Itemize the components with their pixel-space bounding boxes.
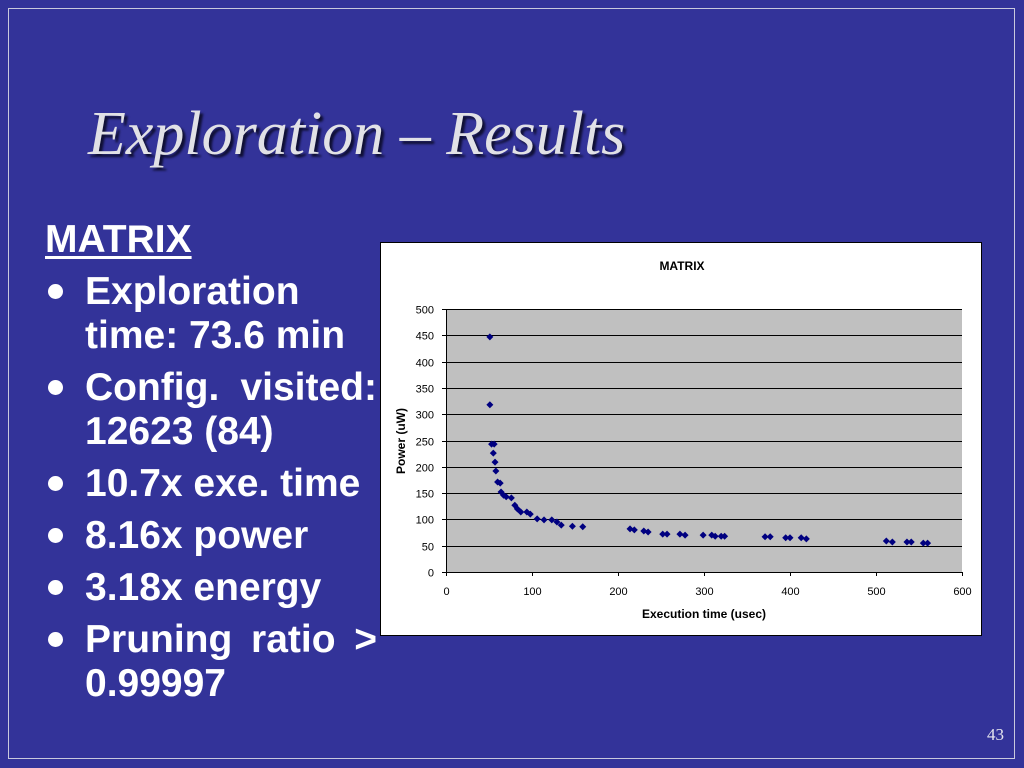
data-point [721, 532, 729, 540]
data-point [492, 467, 500, 475]
data-point [557, 521, 565, 529]
data-point [711, 532, 719, 540]
data-point [882, 537, 890, 545]
data-point [486, 401, 494, 409]
data-series [486, 333, 932, 547]
chart: MATRIX 0 50 100 150 200 250 300 350 400 450 500 0 1… [380, 242, 982, 636]
bullet-text: 3.18x energy [85, 566, 322, 609]
data-point [526, 510, 534, 518]
y-tick-label: 0 [428, 568, 434, 580]
bullet-list: Exploration time: 73.6 min Config. visit… [45, 270, 377, 706]
x-tick-label: 400 [781, 586, 799, 598]
data-point [681, 531, 689, 539]
x-axis-ticks: 0 100 200 300 400 500 600 [443, 572, 972, 598]
x-tick-label: 0 [443, 586, 449, 598]
bullet-text: Pruning ratio > 0.99997 [85, 618, 377, 705]
data-point [540, 516, 548, 524]
data-point [903, 538, 911, 546]
bullet-item: Exploration time: 73.6 min [48, 270, 377, 358]
slide-frame [8, 8, 1015, 759]
data-point [663, 530, 671, 538]
y-tick-label: 350 [416, 384, 434, 396]
data-point [797, 534, 805, 542]
bullet-icon [48, 632, 63, 647]
data-point [548, 516, 556, 524]
bullet-item: 3.18x energy [48, 566, 377, 610]
bullet-item: 8.16x power [48, 514, 377, 558]
bullet-icon [48, 580, 63, 595]
data-point [489, 449, 497, 457]
x-tick-label: 300 [695, 586, 713, 598]
y-tick-label: 200 [416, 463, 434, 475]
data-point [802, 535, 810, 543]
data-point [533, 515, 541, 523]
y-tick-label: 100 [416, 515, 434, 527]
bullet-text: Exploration time: 73.6 min [85, 270, 346, 357]
data-point [626, 525, 634, 533]
left-text-panel: MATRIX Exploration time: 73.6 min Config… [45, 218, 377, 714]
data-point [568, 522, 576, 530]
x-tick-label: 600 [953, 586, 971, 598]
slide-number: 43 [987, 725, 1004, 744]
data-point [676, 530, 684, 538]
bullet-icon [48, 528, 63, 543]
bullet-item: Pruning ratio > 0.99997 [48, 618, 377, 706]
data-point [579, 523, 587, 531]
y-axis-title: Power (uW) [394, 408, 408, 474]
data-point [502, 493, 510, 501]
data-point [919, 539, 927, 547]
slide-title: Exploration – Results [88, 100, 626, 168]
y-axis-ticks: 0 50 100 150 200 250 300 350 400 450 500 [416, 305, 446, 580]
data-point [782, 534, 790, 542]
bullet-text: Config. visited: 12623 (84) [85, 366, 377, 453]
chart-title: MATRIX [659, 259, 704, 273]
bullet-icon [48, 476, 63, 491]
chart-canvas: MATRIX 0 50 100 150 200 250 300 350 400 450 500 0 1… [380, 242, 982, 636]
gridlines [446, 309, 962, 547]
data-point [486, 333, 494, 341]
data-point [699, 531, 707, 539]
data-point [786, 534, 794, 542]
x-tick-label: 500 [867, 586, 885, 598]
data-point [924, 539, 932, 547]
y-tick-label: 50 [422, 542, 434, 554]
data-point [766, 533, 774, 541]
data-point [517, 508, 525, 516]
y-tick-label: 300 [416, 410, 434, 422]
bullet-icon [48, 380, 63, 395]
x-axis-title: Execution time (usec) [642, 607, 766, 621]
data-point [491, 458, 499, 466]
data-point [553, 518, 561, 526]
data-point [888, 538, 896, 546]
x-tick-label: 200 [609, 586, 627, 598]
section-heading: MATRIX [45, 218, 192, 261]
data-point [644, 528, 652, 536]
bullet-text: 10.7x exe. time [85, 462, 361, 505]
bullet-item: 10.7x exe. time [48, 462, 377, 506]
bullet-item: Config. visited: 12623 (84) [48, 366, 377, 454]
y-tick-label: 400 [416, 358, 434, 370]
data-point [507, 494, 515, 502]
x-tick-label: 100 [523, 586, 541, 598]
y-tick-label: 450 [416, 331, 434, 343]
bullet-icon [48, 284, 63, 299]
data-point [630, 526, 638, 534]
y-tick-label: 250 [416, 437, 434, 449]
plot-area [446, 309, 962, 572]
bullet-text: 8.16x power [85, 514, 309, 557]
data-point [490, 440, 498, 448]
y-tick-label: 150 [416, 489, 434, 501]
data-point [497, 488, 505, 496]
y-tick-label: 500 [416, 305, 434, 317]
data-point [761, 533, 769, 541]
data-point [496, 479, 504, 487]
data-point [659, 530, 667, 538]
data-point [907, 538, 915, 546]
data-point [494, 478, 502, 486]
